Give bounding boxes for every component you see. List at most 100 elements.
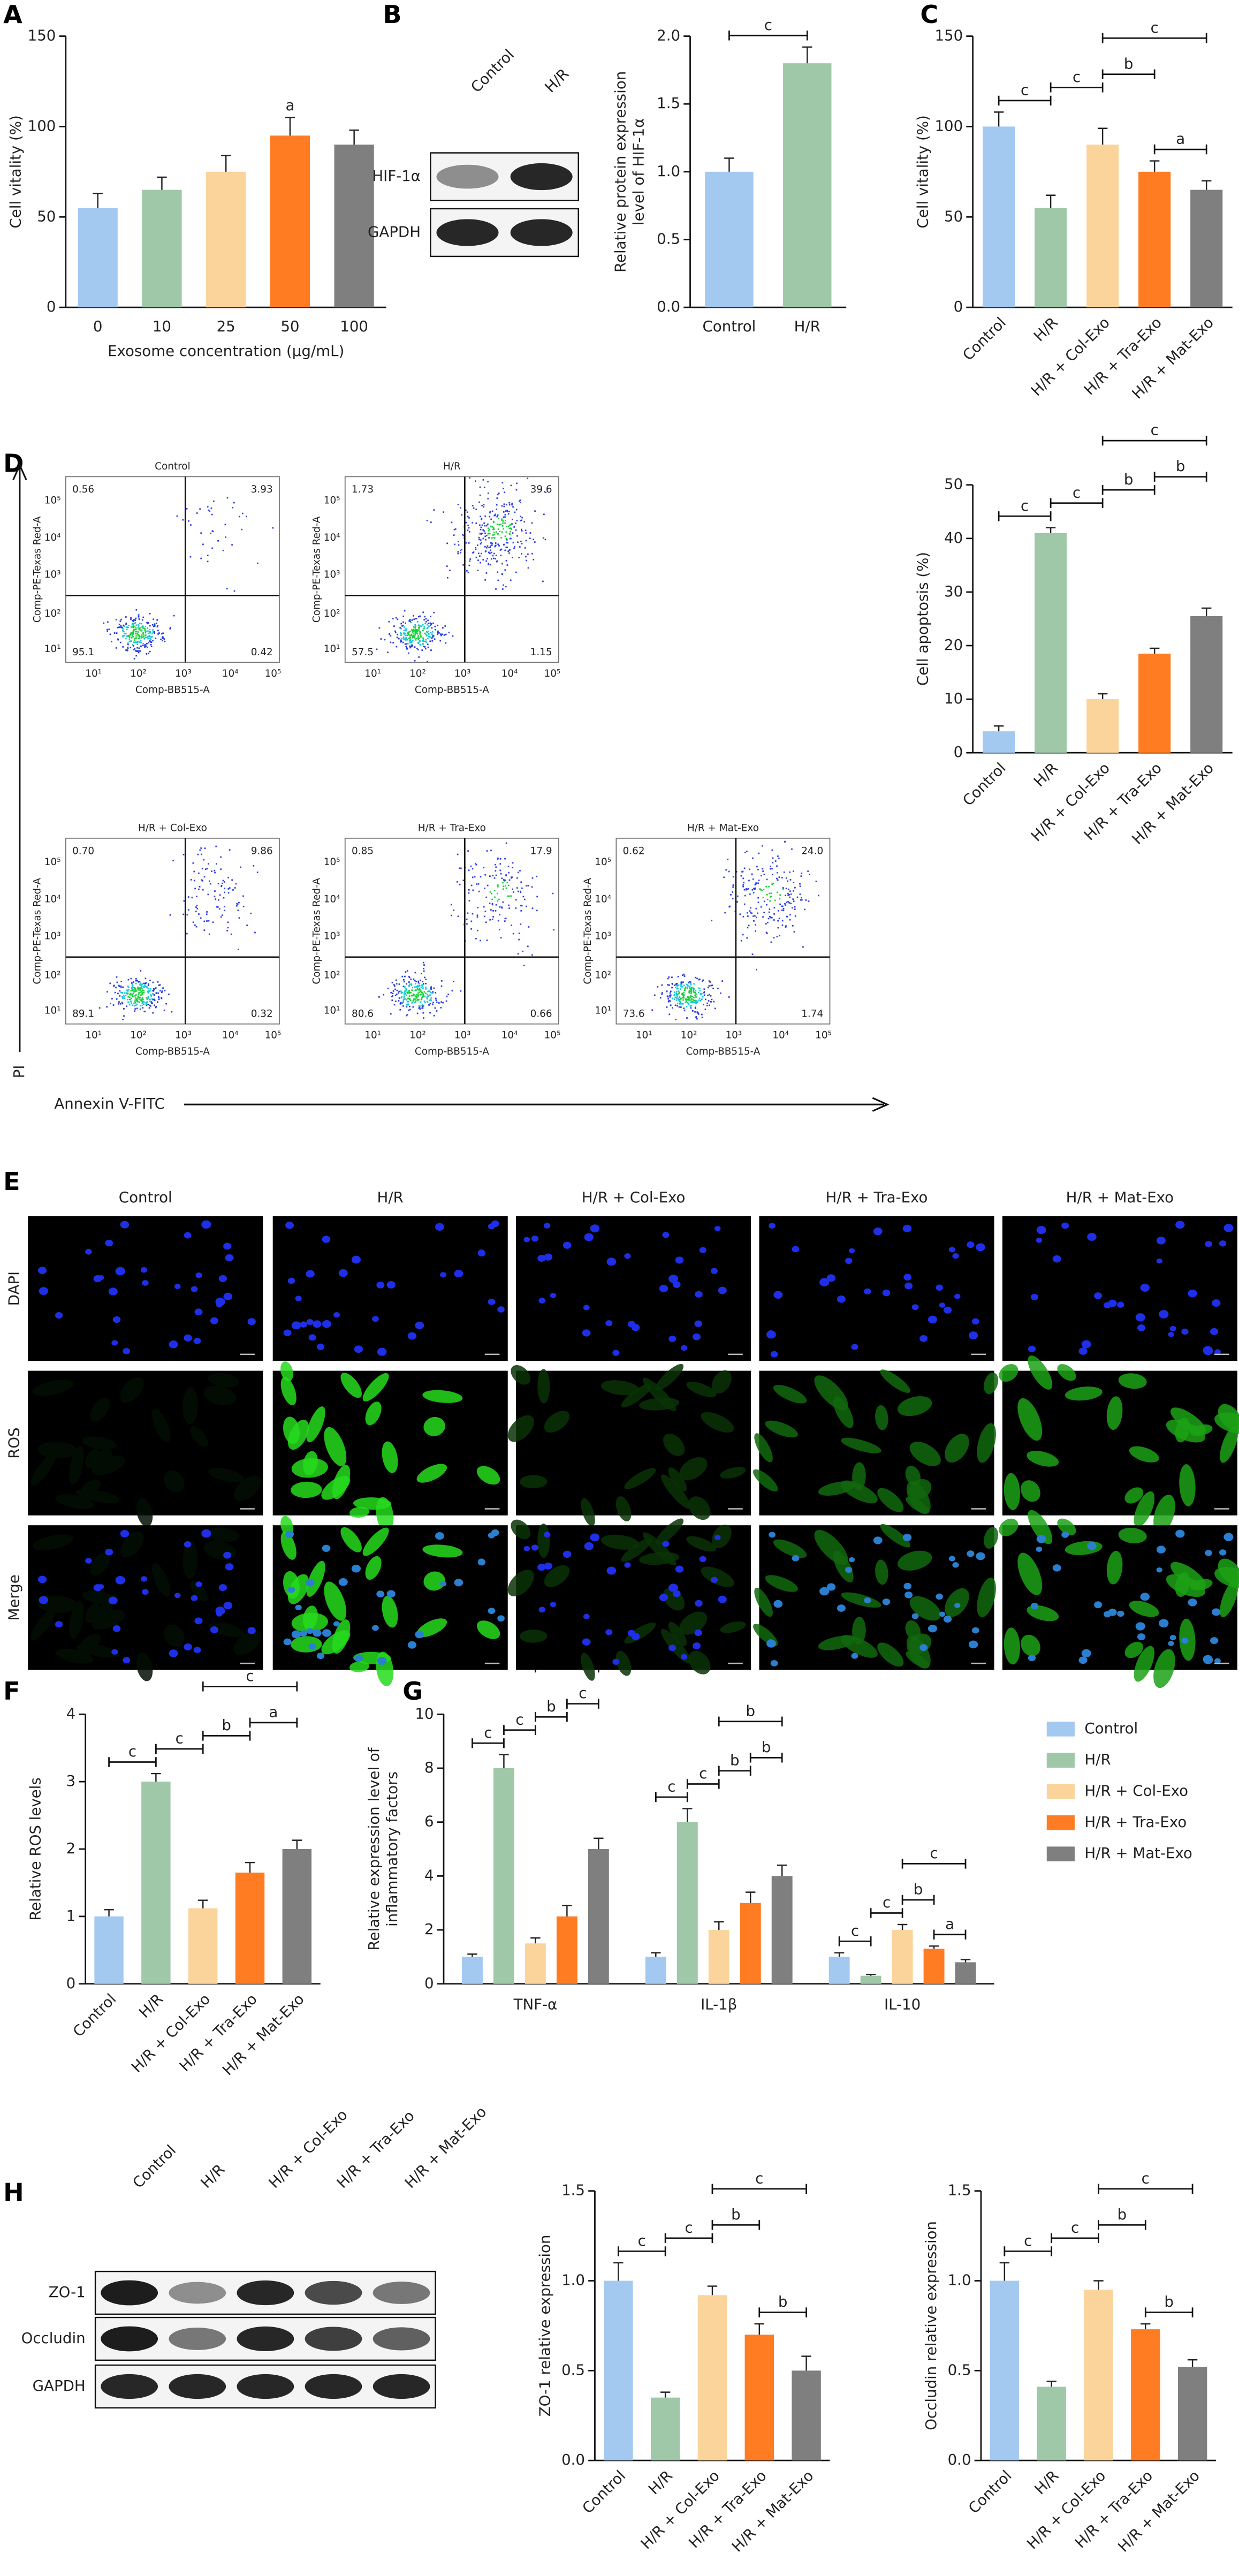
- ros-cell: [765, 1420, 798, 1438]
- nucleus: [1030, 1293, 1039, 1300]
- flow-dot: [521, 530, 523, 532]
- flow-dot: [161, 990, 163, 992]
- y-tick-label: 0: [954, 298, 963, 315]
- flow-dot: [695, 993, 697, 995]
- nucleus: [544, 1562, 553, 1570]
- error-bar: [93, 193, 103, 208]
- significance-bracket: [718, 1766, 751, 1776]
- flow-dot: [409, 983, 411, 985]
- quadrant-value: 1.74: [801, 1008, 823, 1019]
- y-axis-label: Cell apoptosis (%): [914, 552, 931, 686]
- flow-dot: [137, 635, 139, 637]
- flow-dot: [408, 637, 410, 639]
- flow-dot: [222, 882, 223, 884]
- ros-cell: [720, 1467, 746, 1479]
- flow-dot: [749, 912, 751, 914]
- flow-dot: [416, 1012, 419, 1014]
- flow-dot: [417, 635, 420, 637]
- bar: [235, 1873, 265, 1984]
- flow-dot: [419, 637, 421, 639]
- flow-dot: [199, 885, 201, 888]
- flow-dot: [499, 531, 501, 533]
- flow-dot: [118, 1001, 120, 1003]
- flow-dot: [406, 999, 408, 1001]
- flow-dot: [132, 623, 133, 625]
- flow-dot: [425, 987, 427, 988]
- flow-dot: [508, 552, 510, 554]
- ros-cell: [655, 1363, 684, 1391]
- nucleus: [1223, 1224, 1234, 1232]
- flow-dot: [752, 915, 754, 917]
- flow-dot: [503, 885, 505, 887]
- flow-dot: [156, 1001, 158, 1003]
- flow-dot: [140, 999, 142, 1001]
- flow-dot: [130, 633, 132, 635]
- nucleus: [308, 1334, 316, 1341]
- flow-dot: [162, 638, 164, 639]
- flow-dot: [414, 980, 416, 982]
- nucleus: [976, 1552, 985, 1560]
- quadrant-value: 0.66: [530, 1008, 552, 1019]
- flow-dot: [702, 979, 704, 981]
- flow-dot: [683, 994, 685, 996]
- flow-dot: [157, 996, 159, 998]
- flow-dot: [400, 633, 402, 635]
- flow-y-tick: 10⁵: [44, 857, 61, 868]
- legend-swatch: [1046, 1846, 1075, 1862]
- flow-dot: [133, 649, 135, 650]
- flow-dot: [134, 625, 135, 627]
- flow-dot: [149, 1004, 150, 1006]
- flow-dot: [150, 1001, 151, 1003]
- flow-dot: [142, 1007, 144, 1009]
- flow-dot: [459, 507, 461, 509]
- ros-cell: [720, 1621, 746, 1633]
- flow-dot: [128, 636, 131, 638]
- flow-dot: [193, 880, 195, 882]
- ros-cell: [1166, 1420, 1205, 1443]
- flow-dot: [495, 542, 497, 544]
- flow-dot: [749, 910, 751, 912]
- flow-dot: [694, 1007, 696, 1009]
- flow-dot: [131, 1002, 132, 1004]
- flow-dot: [127, 990, 129, 992]
- bar: [1035, 208, 1067, 308]
- flow-dot: [754, 888, 756, 890]
- flow-dot: [415, 632, 417, 634]
- flow-dot: [135, 637, 138, 639]
- flow-dot: [138, 625, 140, 627]
- quadrant-value: 17.9: [530, 845, 552, 857]
- flow-dot: [457, 915, 459, 918]
- flow-dot: [800, 875, 802, 877]
- quadrant-value: 3.93: [251, 484, 273, 495]
- flow-x-tick: 10⁵: [265, 668, 282, 679]
- flow-y-tick: 10³: [44, 931, 61, 942]
- nucleus: [583, 1613, 590, 1619]
- flow-dot: [206, 913, 208, 915]
- flow-dot: [203, 876, 206, 878]
- flow-dot: [125, 623, 127, 625]
- nucleus: [837, 1295, 846, 1303]
- flow-dot: [418, 616, 420, 618]
- flow-dot: [135, 988, 136, 990]
- nucleus: [1140, 1284, 1150, 1292]
- flow-dot: [433, 509, 435, 511]
- bar: [604, 2280, 633, 2461]
- flow-dot: [506, 510, 508, 512]
- ros-cell: [283, 1416, 300, 1444]
- flow-dot: [732, 876, 734, 878]
- flow-dot: [505, 560, 507, 562]
- flow-dot: [145, 637, 147, 638]
- flow-dot: [408, 631, 410, 633]
- flow-dot: [512, 862, 514, 864]
- flow-dot: [406, 989, 408, 991]
- flow-dot: [147, 627, 148, 629]
- flow-dot: [667, 1001, 670, 1003]
- flow-dot: [429, 636, 431, 638]
- flow-dot: [490, 551, 492, 554]
- flow-dot: [481, 552, 482, 555]
- bar: [1138, 171, 1171, 308]
- nucleus: [928, 1624, 938, 1633]
- flow-dot: [510, 484, 512, 487]
- flow-dot: [525, 532, 527, 534]
- flow-dot: [208, 509, 210, 511]
